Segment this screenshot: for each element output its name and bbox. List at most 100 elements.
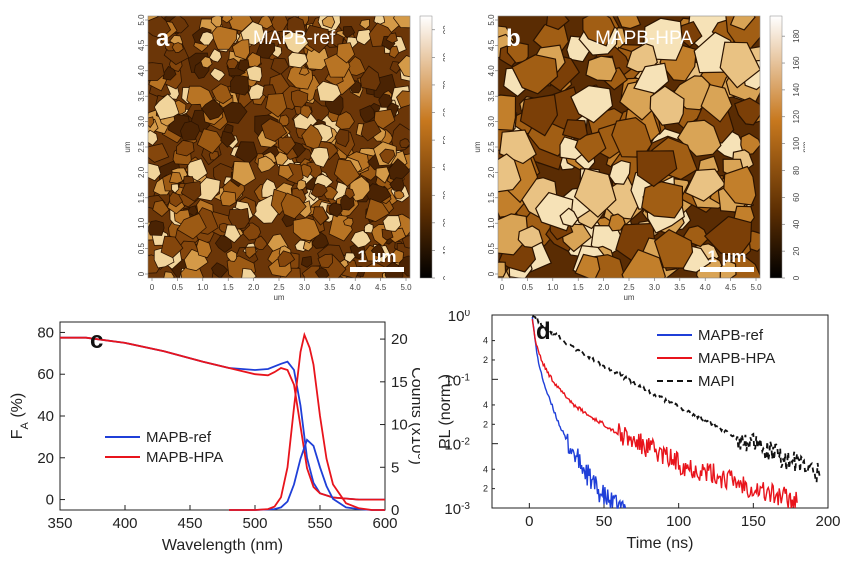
grain (309, 146, 330, 168)
scale-bar-label: 1 µm (707, 247, 746, 266)
x-tick-label: 1.0 (547, 283, 559, 292)
grain (270, 57, 290, 75)
y-tick-label: 2.5 (487, 141, 496, 153)
grain (321, 16, 336, 29)
colorbar-tick-label: 90 (442, 25, 445, 34)
colorbar-tick-label: 20 (442, 218, 445, 227)
grain (219, 190, 237, 207)
series-line-mapb-ref-right (229, 438, 385, 511)
x-tick-label: 2.5 (623, 283, 635, 292)
x-tick-label: 5.0 (400, 283, 412, 292)
grain (148, 116, 155, 129)
grain (209, 67, 226, 82)
grain (163, 271, 175, 278)
scale-bar-label: 1 µm (357, 247, 396, 266)
x-tick-label: 50 (596, 513, 613, 530)
grain (226, 249, 237, 262)
y-minor-label: 4 (483, 400, 488, 410)
y-tick-label: 4.5 (487, 39, 496, 51)
grain (616, 16, 642, 30)
grain (221, 16, 233, 24)
colorbar-tick-label: 80 (442, 52, 445, 61)
grain (148, 62, 165, 81)
x-axis-label: Wavelength (nm) (162, 537, 283, 554)
y-minor-label: 2 (483, 484, 488, 494)
x-tick-label: 4.5 (375, 283, 387, 292)
grain (649, 85, 685, 126)
grain (519, 93, 559, 137)
colorbar-tick-label: 0 (792, 275, 801, 280)
grain (234, 141, 258, 165)
colorbar-tick-label: 120 (792, 110, 801, 124)
y-tick-label: 60 (37, 366, 54, 383)
afm-image-a: a MAPB-ref 1 µm 0 0 0.5 0.5 1.0 1.0 1.5 1.5 2.0 2.0 2… (123, 14, 460, 302)
x-tick-label: 0.5 (522, 283, 534, 292)
colorbar-tick-label: 100 (792, 136, 801, 150)
grain (280, 192, 307, 220)
grain (343, 217, 354, 227)
x-tick-label: 600 (372, 515, 397, 532)
y-tick-label: 80 (37, 324, 54, 341)
grain (375, 166, 391, 184)
x-axis-label: Time (ns) (627, 535, 694, 552)
grain (175, 139, 195, 157)
grain (363, 222, 374, 234)
x-tick-label: 2.5 (273, 283, 285, 292)
grain (636, 150, 678, 188)
colorbar-tick-label: 30 (442, 190, 445, 199)
colorbar-tick-label: 20 (792, 246, 801, 255)
legend-label: MAPB-ref (146, 429, 212, 446)
grain (201, 99, 225, 121)
grain (355, 29, 374, 46)
x-tick-label: 1.0 (197, 283, 209, 292)
grain (230, 74, 250, 96)
grain (343, 252, 356, 263)
grain (621, 248, 666, 278)
y-tick-label: 1.5 (137, 192, 146, 204)
panel-letter: a (156, 25, 170, 52)
x-tick-label: 4.0 (700, 283, 712, 292)
grain (231, 161, 256, 187)
x-tick-label: 0 (150, 283, 155, 292)
panel-title: MAPB-ref (253, 28, 336, 49)
y-tick-label: 2.5 (137, 141, 146, 153)
y-tick-label: 0.5 (487, 242, 496, 254)
y-tick-label: 4.0 (487, 65, 496, 77)
scale-bar (700, 267, 754, 272)
grain (389, 45, 400, 59)
grain (382, 215, 402, 232)
colorbar-tick-label: 0 (442, 275, 445, 280)
y2-tick-label: 0 (391, 502, 399, 519)
colorbar-tick-label: 40 (442, 163, 445, 172)
legend-label: MAPB-ref (698, 327, 764, 344)
grain (729, 16, 756, 31)
chart-panel-c: 350 400 450 500 550 600 0 20 40 60 80 0 5 10 15 20 Wavel… (0, 310, 427, 563)
y-tick-label: 20 (37, 450, 54, 467)
grain (394, 189, 405, 200)
grain (312, 206, 329, 226)
colorbar-tick-label: 70 (442, 80, 445, 89)
grain (187, 158, 208, 182)
grain (278, 114, 290, 127)
x-axis-unit: um (273, 293, 284, 302)
colorbar (769, 15, 783, 279)
x-axis-unit: um (623, 293, 634, 302)
x-tick-label: 0 (500, 283, 505, 292)
grain (148, 143, 170, 163)
grain (265, 93, 288, 118)
grain (396, 90, 410, 109)
grain (227, 207, 250, 230)
grain (723, 165, 757, 206)
grain (393, 16, 410, 29)
x-tick-label: 5.0 (750, 283, 762, 292)
y-tick-label: 10-1 (444, 372, 470, 390)
scale-bar (350, 267, 404, 272)
y2-tick-label: 10 (391, 417, 408, 434)
grain (311, 231, 329, 249)
grain (378, 93, 393, 108)
y-tick-label: 4.0 (137, 65, 146, 77)
grain (278, 164, 294, 180)
panel-letter: d (536, 318, 551, 345)
x-tick-label: 450 (177, 515, 202, 532)
grain (608, 159, 631, 185)
